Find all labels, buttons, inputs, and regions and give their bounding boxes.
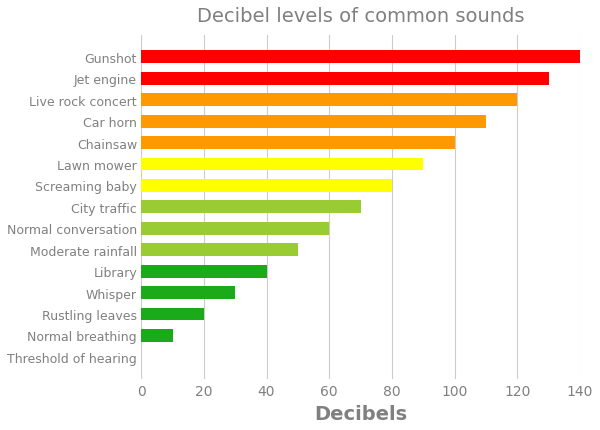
Bar — [141, 180, 392, 193]
Bar — [141, 222, 329, 235]
X-axis label: Decibels: Decibels — [314, 404, 407, 423]
Bar — [141, 329, 173, 342]
Bar — [141, 51, 580, 64]
Bar — [141, 265, 266, 278]
Bar — [141, 73, 548, 86]
Bar — [141, 94, 517, 107]
Bar — [141, 158, 423, 171]
Title: Decibel levels of common sounds: Decibel levels of common sounds — [197, 7, 524, 26]
Bar — [141, 308, 204, 321]
Bar — [141, 201, 361, 214]
Bar — [141, 137, 455, 150]
Bar — [141, 244, 298, 257]
Bar — [141, 286, 235, 299]
Bar — [141, 116, 486, 128]
